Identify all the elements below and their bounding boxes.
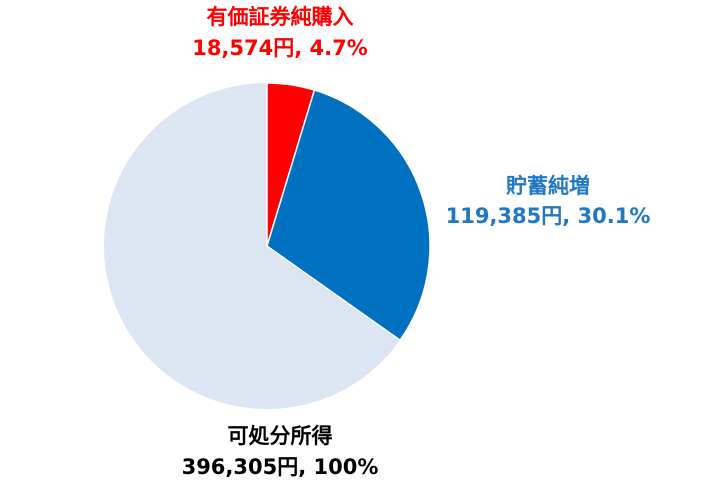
slice-value-label: 18,574円, 4.7% xyxy=(192,36,368,60)
total-value-label: 396,305円, 100% xyxy=(182,455,379,479)
total-label: 可処分所得 xyxy=(228,424,333,448)
slice-label: 有価証券純購入 xyxy=(207,5,354,29)
pie-slice xyxy=(266,89,431,342)
slice-value-label: 119,385円, 30.1% xyxy=(446,204,651,228)
slice-label: 貯蓄純増 xyxy=(506,174,590,198)
